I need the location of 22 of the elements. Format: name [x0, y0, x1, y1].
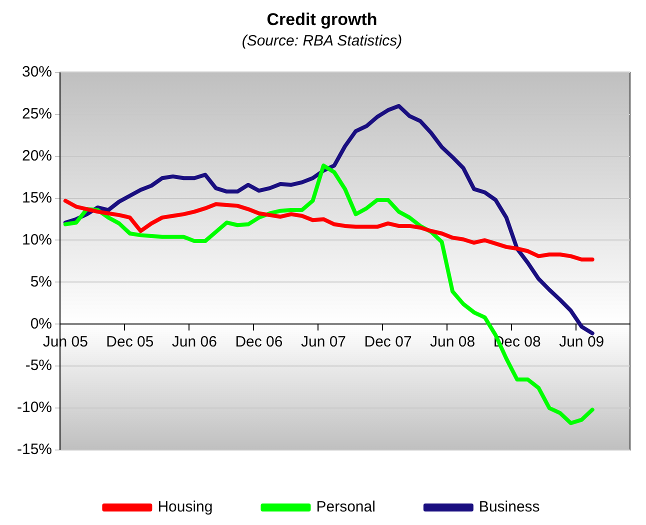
y-tick-label: 0%	[30, 315, 52, 332]
y-tick-label: 20%	[22, 147, 52, 164]
legend-label: Personal	[316, 498, 376, 516]
legend-label: Business	[478, 498, 540, 516]
x-tick-label: Jun 09	[559, 333, 604, 350]
x-tick-label: Jun 08	[430, 333, 476, 350]
x-tick-label: Dec 06	[235, 333, 283, 350]
chart-title: Credit growth	[266, 10, 378, 29]
y-tick-label: 10%	[22, 231, 52, 248]
y-tick-label: 15%	[22, 189, 52, 206]
x-tick-label: Jun 07	[300, 333, 346, 350]
y-tick-label: 5%	[30, 273, 52, 290]
y-tick-label: -5%	[25, 357, 52, 374]
y-tick-label: -15%	[16, 441, 52, 458]
legend-label: Housing	[158, 498, 213, 516]
chart-subtitle: (Source: RBA Statistics)	[242, 32, 402, 50]
y-tick-label: 25%	[22, 105, 52, 122]
y-tick-label: 30%	[22, 64, 52, 81]
y-tick-label: -10%	[16, 399, 52, 416]
x-tick-label: Dec 05	[106, 333, 154, 350]
x-tick-label: Dec 07	[364, 333, 412, 350]
x-tick-label: Jun 06	[172, 333, 217, 350]
